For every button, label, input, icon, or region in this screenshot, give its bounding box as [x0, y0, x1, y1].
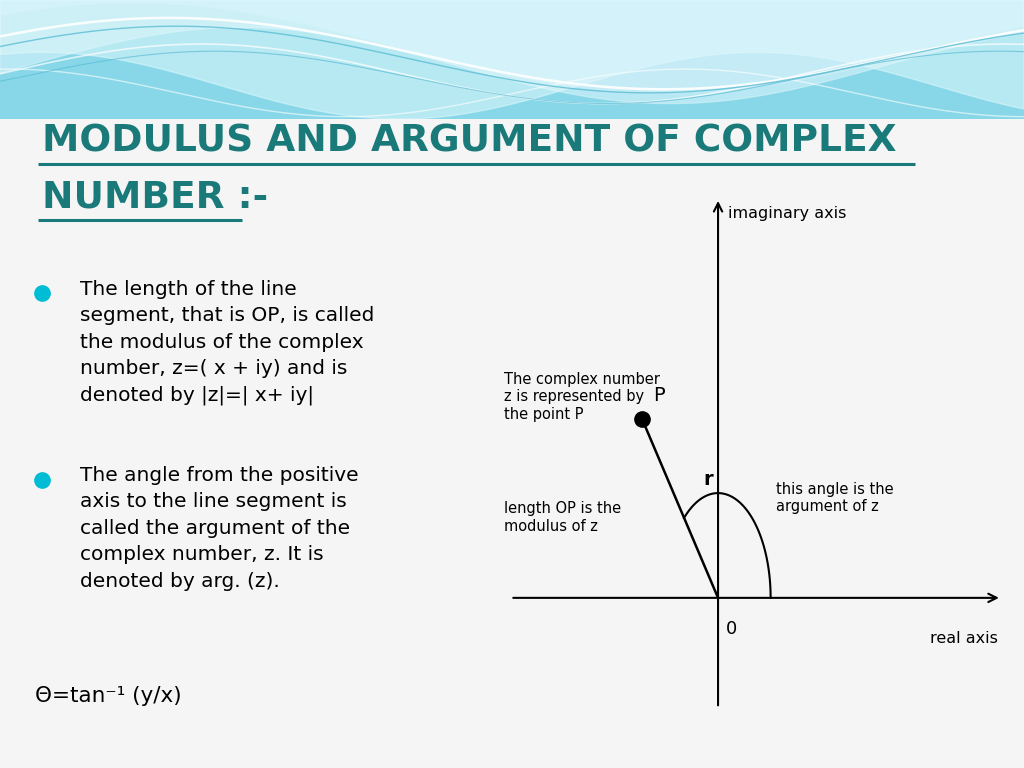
Text: The complex number
z is represented by
the point P: The complex number z is represented by t… [504, 372, 659, 422]
Text: P: P [653, 386, 665, 405]
Text: this angle is the
argument of z: this angle is the argument of z [776, 482, 894, 515]
Text: length OP is the
modulus of z: length OP is the modulus of z [504, 502, 621, 534]
Text: The angle from the positive
axis to the line segment is
called the argument of t: The angle from the positive axis to the … [80, 465, 358, 591]
Text: real axis: real axis [930, 631, 997, 646]
Text: The length of the line
segment, that is OP, is called
the modulus of the complex: The length of the line segment, that is … [80, 280, 375, 405]
Text: NUMBER :-: NUMBER :- [42, 180, 268, 216]
Text: 0: 0 [726, 620, 737, 638]
Text: r: r [703, 470, 714, 489]
Text: imaginary axis: imaginary axis [728, 207, 846, 221]
Text: Θ=tan⁻¹ (y/x): Θ=tan⁻¹ (y/x) [35, 686, 181, 706]
Text: MODULUS AND ARGUMENT OF COMPLEX: MODULUS AND ARGUMENT OF COMPLEX [42, 124, 896, 160]
